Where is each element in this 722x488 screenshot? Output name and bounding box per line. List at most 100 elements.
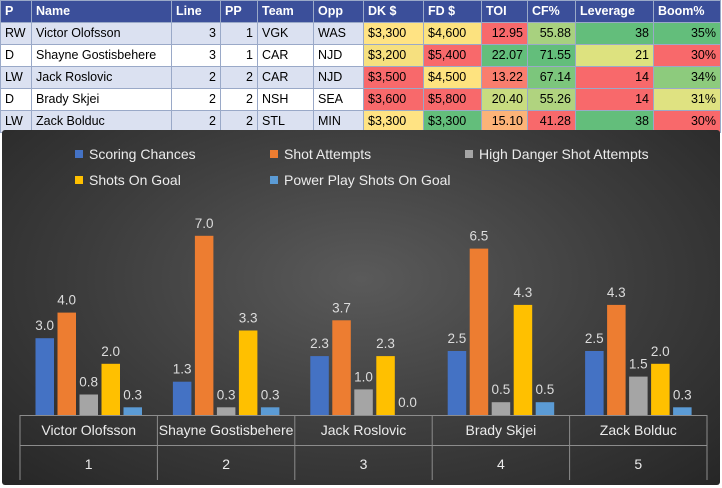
cell-fd-salary[interactable]: $4,600 (423, 22, 482, 45)
bar[interactable] (123, 407, 143, 415)
bar[interactable] (310, 356, 329, 415)
table-row[interactable]: D Shayne Gostisbehere 3 1 CAR NJD $3,200 $5,400… (0, 44, 721, 67)
cell-toi[interactable]: 12.95 (481, 22, 528, 45)
bar[interactable] (101, 363, 121, 415)
cell-fd-salary[interactable]: $3,300 (423, 110, 482, 133)
bar[interactable] (57, 312, 77, 415)
cell-leverage[interactable]: 21 (575, 44, 654, 67)
header-team[interactable]: Team (257, 0, 314, 23)
bar[interactable] (238, 330, 258, 416)
cell-dk-salary[interactable]: $3,300 (363, 22, 424, 45)
header-boom-pct[interactable]: Boom% (653, 0, 721, 23)
header-name[interactable]: Name (31, 0, 172, 23)
bar[interactable] (607, 304, 626, 415)
cell-line[interactable]: 3 (171, 22, 221, 45)
table-row[interactable]: RW Victor Olofsson 3 1 VGK WAS $3,300 $4,600 12.… (0, 22, 721, 45)
table-row[interactable]: D Brady Skjei 2 2 NSH SEA $3,600 $5,800 20.40 55.… (0, 88, 721, 111)
cell-team[interactable]: VGK (257, 22, 314, 45)
cell-cf-pct[interactable]: 41.28 (527, 110, 576, 133)
cell-leverage[interactable]: 14 (575, 88, 654, 111)
legend-swatch (465, 150, 473, 158)
cell-leverage[interactable]: 38 (575, 22, 654, 45)
cell-pp[interactable]: 1 (220, 22, 258, 45)
cell-boom-pct[interactable]: 34% (653, 66, 721, 89)
cell-dk-salary[interactable]: $3,500 (363, 66, 424, 89)
cell-name[interactable]: Jack Roslovic (31, 66, 172, 89)
header-fd-salary[interactable]: FD $ (423, 0, 482, 23)
bar[interactable] (513, 304, 533, 415)
bar[interactable] (651, 363, 670, 415)
data-label: 4.0 (57, 293, 76, 308)
cell-boom-pct[interactable]: 31% (653, 88, 721, 111)
header-position[interactable]: P (0, 0, 32, 23)
cell-name[interactable]: Zack Bolduc (31, 110, 172, 133)
header-line[interactable]: Line (171, 0, 221, 23)
bar[interactable] (673, 407, 692, 415)
cell-opp[interactable]: WAS (313, 22, 364, 45)
cell-boom-pct[interactable]: 30% (653, 110, 721, 133)
cell-boom-pct[interactable]: 30% (653, 44, 721, 67)
cell-leverage[interactable]: 14 (575, 66, 654, 89)
header-opp[interactable]: Opp (313, 0, 364, 23)
cell-opp[interactable]: NJD (313, 66, 364, 89)
cell-boom-pct[interactable]: 35% (653, 22, 721, 45)
cell-line[interactable]: 2 (171, 110, 221, 133)
cell-fd-salary[interactable]: $4,500 (423, 66, 482, 89)
cell-team[interactable]: STL (257, 110, 314, 133)
cell-team[interactable]: NSH (257, 88, 314, 111)
bar[interactable] (79, 394, 99, 416)
bar[interactable] (585, 351, 604, 415)
cell-cf-pct[interactable]: 67.14 (527, 66, 576, 89)
cell-position[interactable]: RW (0, 22, 32, 45)
bar[interactable] (376, 356, 395, 415)
bar[interactable] (469, 248, 489, 415)
bar[interactable] (447, 351, 467, 415)
bar[interactable] (260, 407, 280, 415)
cell-dk-salary[interactable]: $3,200 (363, 44, 424, 67)
cell-position[interactable]: LW (0, 66, 32, 89)
header-leverage[interactable]: Leverage (575, 0, 654, 23)
cell-opp[interactable]: NJD (313, 44, 364, 67)
cell-line[interactable]: 2 (171, 66, 221, 89)
cell-position[interactable]: D (0, 88, 32, 111)
cell-toi[interactable]: 13.22 (481, 66, 528, 89)
header-dk-salary[interactable]: DK $ (363, 0, 424, 23)
bar[interactable] (172, 381, 192, 415)
cell-toi[interactable]: 22.07 (481, 44, 528, 67)
cell-pp[interactable]: 2 (220, 88, 258, 111)
cell-cf-pct[interactable]: 55.88 (527, 22, 576, 45)
data-label: 0.0 (398, 395, 417, 410)
cell-opp[interactable]: MIN (313, 110, 364, 133)
cell-position[interactable]: LW (0, 110, 32, 133)
cell-name[interactable]: Shayne Gostisbehere (31, 44, 172, 67)
cell-toi[interactable]: 20.40 (481, 88, 528, 111)
cell-name[interactable]: Victor Olofsson (31, 22, 172, 45)
cell-cf-pct[interactable]: 71.55 (527, 44, 576, 67)
table-row[interactable]: LW Jack Roslovic 2 2 CAR NJD $3,500 $4,500 13.22… (0, 66, 721, 89)
bar[interactable] (216, 407, 236, 415)
bar[interactable] (35, 338, 55, 415)
header-toi[interactable]: TOI (481, 0, 528, 23)
header-cf-pct[interactable]: CF% (527, 0, 576, 23)
bar[interactable] (629, 376, 648, 415)
table-row[interactable]: LW Zack Bolduc 2 2 STL MIN $3,300 $3,300 15.10 41… (0, 110, 721, 133)
header-pp[interactable]: PP (220, 0, 258, 23)
cell-team[interactable]: CAR (257, 44, 314, 67)
bar[interactable] (332, 320, 351, 415)
bar[interactable] (354, 389, 373, 415)
cell-pp[interactable]: 2 (220, 66, 258, 89)
cell-opp[interactable]: SEA (313, 88, 364, 111)
cell-pp[interactable]: 1 (220, 44, 258, 67)
cell-cf-pct[interactable]: 55.26 (527, 88, 576, 111)
cell-line[interactable]: 2 (171, 88, 221, 111)
cell-line[interactable]: 3 (171, 44, 221, 67)
bar[interactable] (535, 402, 555, 415)
cell-dk-salary[interactable]: $3,600 (363, 88, 424, 111)
cell-position[interactable]: D (0, 44, 32, 67)
bar[interactable] (491, 402, 511, 415)
cell-name[interactable]: Brady Skjei (31, 88, 172, 111)
cell-fd-salary[interactable]: $5,800 (423, 88, 482, 111)
cell-team[interactable]: CAR (257, 66, 314, 89)
bar[interactable] (194, 235, 214, 415)
cell-fd-salary[interactable]: $5,400 (423, 44, 482, 67)
